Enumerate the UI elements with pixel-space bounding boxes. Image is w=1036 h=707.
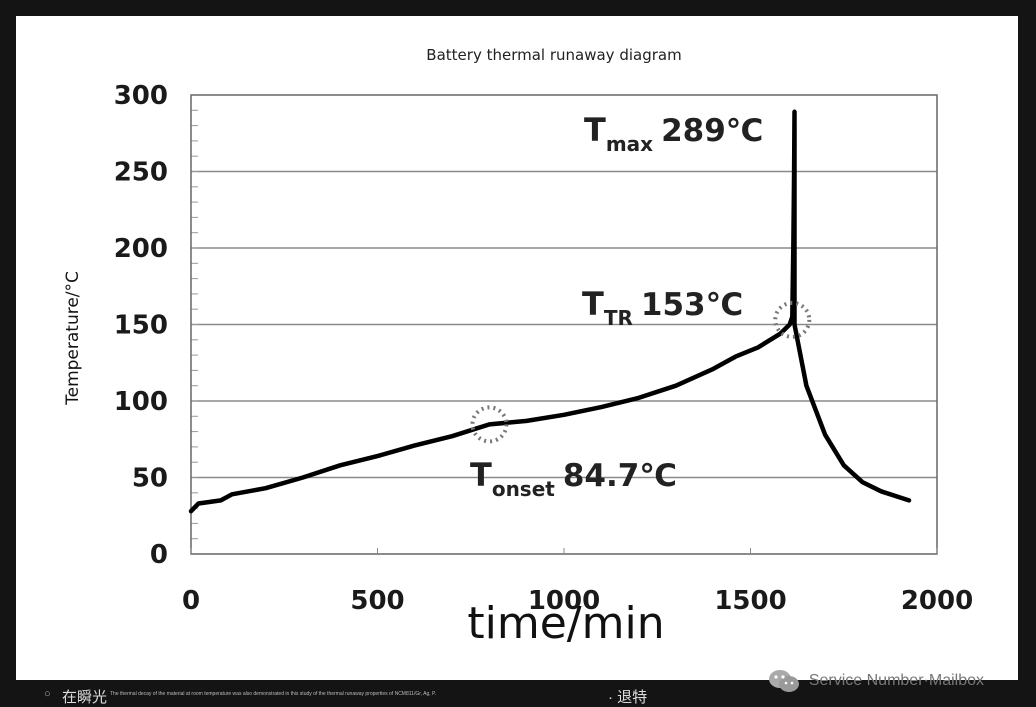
annotation-marker bbox=[773, 300, 812, 339]
annotation-value: 153℃ bbox=[641, 287, 743, 323]
y-tick-label: 250 bbox=[114, 158, 168, 188]
annotation-subscript: max bbox=[606, 132, 653, 156]
y-tick-label: 200 bbox=[114, 234, 168, 264]
annotation-label: TTR 153℃ bbox=[582, 285, 743, 330]
caption-small-text: The thermal decay of the material at roo… bbox=[110, 691, 437, 697]
y-tick-label: 100 bbox=[114, 387, 168, 417]
annotation-value: 84.7℃ bbox=[563, 458, 677, 494]
caption-bullet: ○ bbox=[44, 688, 51, 700]
chart-frame: 0 500 1000 1500 2000 0 50 100 150 200 250 300 Batte… bbox=[16, 16, 1018, 692]
line-chart: 0 500 1000 1500 2000 0 50 100 150 200 250 300 Batte… bbox=[63, 46, 973, 649]
watermark-text: Service Number·Mailbox bbox=[808, 672, 984, 689]
x-tick-label: 2000 bbox=[901, 586, 973, 616]
annotation-symbol: T bbox=[584, 111, 606, 149]
y-axis-label: Temperature/°C bbox=[63, 271, 83, 406]
caption-right-text: · 退特 bbox=[608, 689, 648, 706]
caption-left-text: 在瞬光 bbox=[62, 689, 108, 706]
chart-title: Battery thermal runaway diagram bbox=[426, 46, 681, 64]
wechat-icon bbox=[768, 670, 799, 692]
watermark: Service Number·Mailbox bbox=[767, 668, 984, 694]
y-tick-label: 300 bbox=[114, 81, 168, 111]
annotation-symbol: T bbox=[582, 285, 604, 323]
x-tick-label: 1500 bbox=[714, 586, 786, 616]
annotation-label: Tonset 84.7℃ bbox=[470, 456, 677, 501]
annotation-symbol: T bbox=[470, 456, 492, 494]
x-axis-label: time/min bbox=[467, 598, 664, 649]
series-line-0 bbox=[188, 109, 912, 514]
x-tick-label: 0 bbox=[182, 586, 200, 616]
x-tick-label: 500 bbox=[350, 586, 404, 616]
caption-bar: ○ 在瞬光 The thermal decay of the material … bbox=[0, 682, 1036, 707]
annotation-value: 289℃ bbox=[661, 113, 763, 149]
annotation-marker bbox=[470, 405, 509, 444]
x-tick-label: 1000 bbox=[528, 586, 600, 616]
y-tick-label: 0 bbox=[150, 540, 168, 570]
annotation-subscript: TR bbox=[604, 306, 633, 330]
annotation-subscript: onset bbox=[492, 477, 555, 501]
y-tick-label: 150 bbox=[114, 311, 168, 341]
annotation-label: Tmax 289℃ bbox=[584, 111, 763, 156]
y-tick-label: 50 bbox=[132, 464, 168, 494]
